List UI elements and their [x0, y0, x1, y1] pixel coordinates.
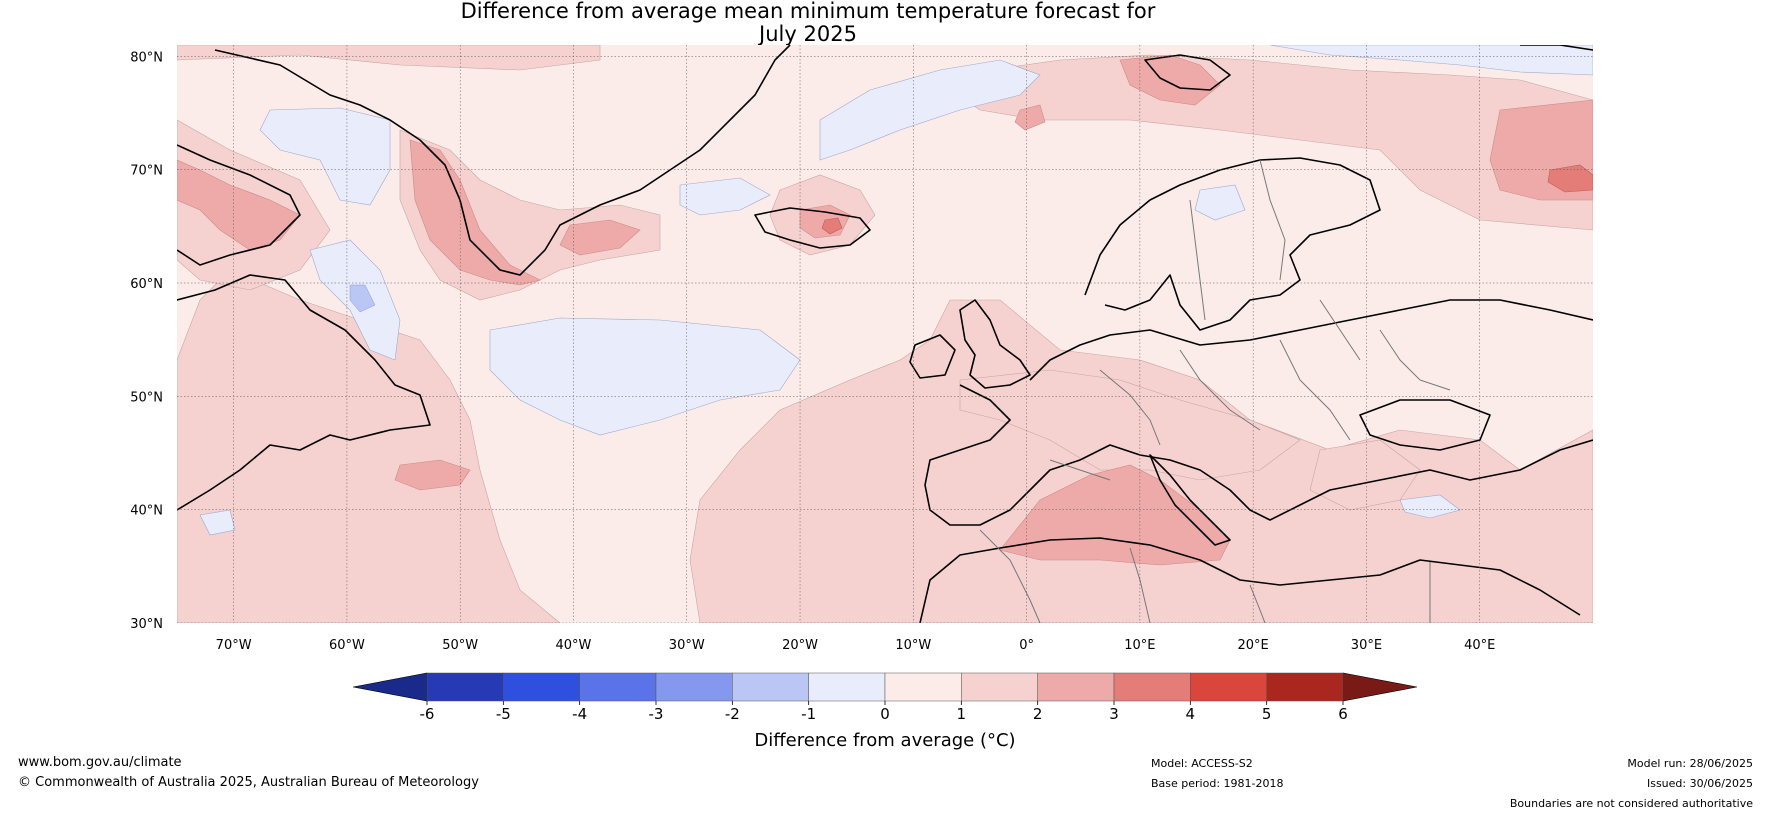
copyright-text: © Commonwealth of Australia 2025, Austra… — [18, 775, 479, 790]
issued-text: Issued: 30/06/2025 — [1646, 777, 1753, 790]
lon-label: 40°W — [556, 638, 592, 653]
colorbar-swatch — [426, 672, 504, 702]
colorbar-over-arrow — [1342, 672, 1418, 702]
lat-label: 50°N — [130, 390, 163, 405]
base-period-text: Base period: 1981-2018 — [1151, 777, 1284, 790]
colorbar-tick-label: -4 — [572, 705, 587, 723]
colorbar-tick-label: -1 — [801, 705, 816, 723]
lat-label: 40°N — [130, 504, 163, 519]
colorbar-tick-label: 3 — [1109, 705, 1119, 723]
colorbar-swatch — [1266, 672, 1344, 702]
lon-label: 0° — [1019, 638, 1034, 653]
graticule — [177, 45, 1593, 623]
colorbar-swatch — [732, 672, 809, 702]
country-borders — [979, 159, 1451, 623]
disclaimer-text: Boundaries are not considered authoritat… — [1509, 797, 1753, 810]
lon-label: 20°W — [782, 638, 818, 653]
colorbar-tick-label: 1 — [957, 705, 967, 723]
lon-label: 70°W — [216, 638, 252, 653]
colorbar-swatch — [655, 672, 733, 702]
lon-label: 20°E — [1238, 638, 1269, 653]
anomaly-neg1-0-areas — [199, 45, 1593, 536]
longitude-labels: 70°W 60°W 50°W 40°W 30°W 20°W 10°W 0° 10°E 20°E 30… — [216, 638, 1496, 653]
model-run-text: Model run: 28/06/2025 — [1627, 757, 1753, 770]
colorbar-swatch — [808, 672, 886, 702]
anomaly-3-4-areas — [821, 164, 1593, 235]
map-title-line-1: Difference from average mean minimum tem… — [460, 0, 1156, 23]
colorbar-swatch — [1037, 672, 1115, 702]
coastlines — [177, 45, 1593, 623]
website-link[interactable]: www.bom.gov.au/climate — [18, 755, 182, 770]
colorbar-tick-label: 0 — [880, 705, 890, 723]
colorbar-tick-label: -3 — [649, 705, 664, 723]
colorbar: -6 -5 -4 -3 -2 -1 0 1 2 3 4 5 6 — [352, 672, 1418, 723]
colorbar-tick-label: 4 — [1186, 705, 1196, 723]
colorbar-swatch — [1190, 672, 1267, 702]
map-title: Difference from average mean minimum tem… — [0, 0, 1616, 46]
colorbar-tick-label: 5 — [1262, 705, 1272, 723]
colorbar-tick-label: -5 — [496, 705, 511, 723]
colorbar-tick-label: -2 — [725, 705, 740, 723]
lon-label: 60°W — [329, 638, 365, 653]
map-title-line-2: July 2025 — [759, 22, 857, 46]
colorbar-swatch — [1113, 672, 1191, 702]
colorbar-tick-label: 6 — [1338, 705, 1348, 723]
lat-label: 80°N — [130, 50, 163, 65]
lon-label: 50°W — [442, 638, 478, 653]
colorbar-tick-label: 2 — [1033, 705, 1043, 723]
model-text: Model: ACCESS-S2 — [1151, 757, 1253, 770]
lat-label: 60°N — [130, 277, 163, 292]
lon-label: 30°E — [1351, 638, 1382, 653]
anomaly-2-3-areas — [177, 54, 1593, 566]
lat-label: 30°N — [130, 617, 163, 632]
colorbar-under-arrow — [352, 672, 428, 702]
lon-label: 10°W — [895, 638, 931, 653]
lon-label: 30°W — [669, 638, 705, 653]
colorbar-swatch — [961, 672, 1038, 702]
colorbar-tick-label: -6 — [420, 705, 435, 723]
anomaly-neg2-neg1-area — [349, 284, 376, 313]
lon-label: 40°E — [1464, 638, 1495, 653]
latitude-labels: 80°N 70°N 60°N 50°N 40°N 30°N — [130, 50, 163, 632]
lon-label: 10°E — [1124, 638, 1155, 653]
colorbar-swatch — [884, 672, 962, 702]
lat-label: 70°N — [130, 164, 163, 179]
colorbar-swatch — [579, 672, 657, 702]
map-panel — [177, 45, 1593, 623]
colorbar-swatch — [503, 672, 580, 702]
colorbar-label: Difference from average (°C) — [754, 730, 1016, 751]
